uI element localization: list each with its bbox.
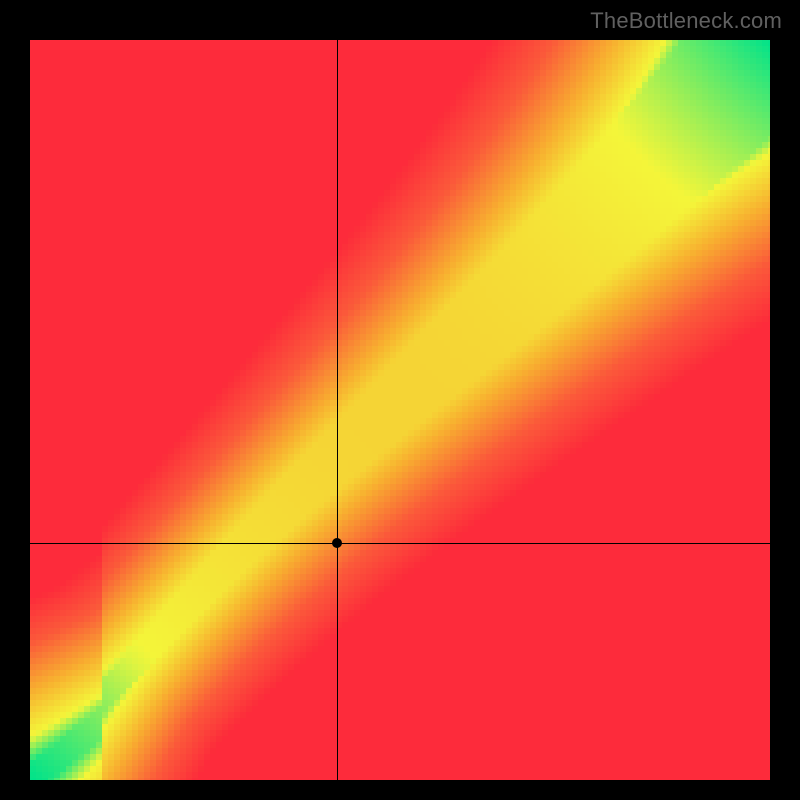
chart-container: TheBottleneck.com bbox=[0, 0, 800, 800]
plot-area bbox=[30, 40, 770, 780]
crosshair-horizontal bbox=[30, 543, 770, 544]
crosshair-marker bbox=[332, 538, 342, 548]
heatmap-canvas bbox=[30, 40, 770, 780]
crosshair-vertical bbox=[337, 40, 338, 780]
watermark-text: TheBottleneck.com bbox=[590, 8, 782, 34]
